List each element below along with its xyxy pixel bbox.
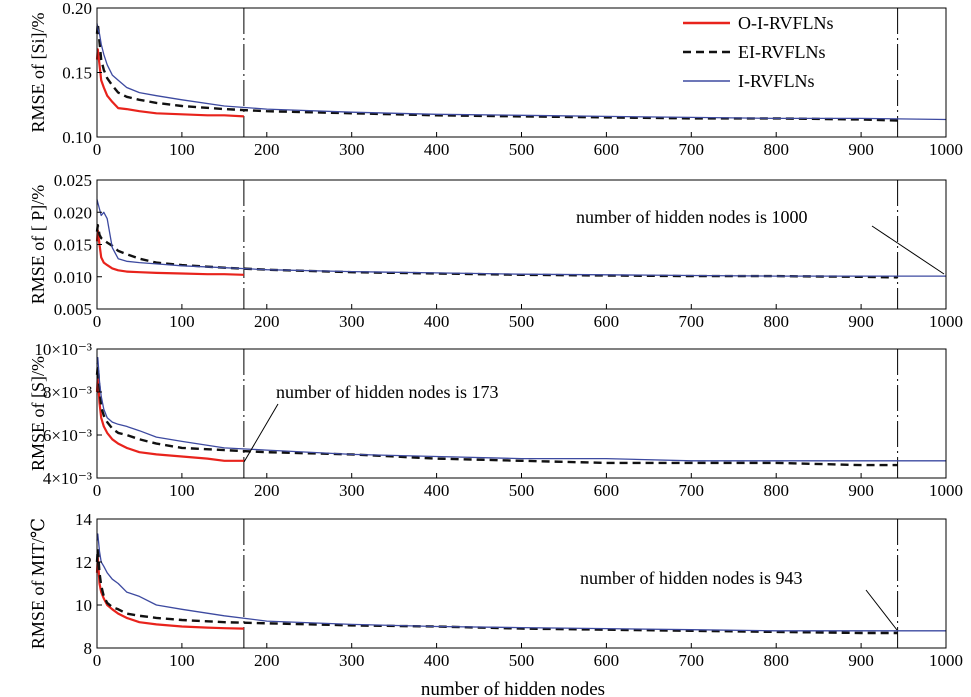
y-tick-label: 8×10⁻³ <box>43 383 92 402</box>
annotation-173: number of hidden nodes is 173 <box>243 382 498 463</box>
x-tick-label: 300 <box>339 312 365 331</box>
y-axis-label: RMSE of [S]/% <box>28 356 48 471</box>
series-ei <box>95 365 898 467</box>
x-tick-label: 400 <box>424 651 450 670</box>
x-tick-label: 300 <box>339 481 365 500</box>
x-tick-label: 500 <box>509 312 535 331</box>
x-tick-label: 0 <box>93 140 102 159</box>
annotation-943: number of hidden nodes is 943 <box>580 568 898 631</box>
x-tick-label: 300 <box>339 651 365 670</box>
x-tick-label: 100 <box>169 312 195 331</box>
legend: O-I-RVFLNs EI-RVFLNs I-RVFLNs <box>683 13 834 91</box>
annotation-173-leader <box>243 403 279 463</box>
x-tick-label: 100 <box>169 651 195 670</box>
x-tick-label: 700 <box>679 481 705 500</box>
y-tick-label: 8 <box>84 639 93 658</box>
x-tick-label: 500 <box>509 140 535 159</box>
series-ei <box>95 224 898 279</box>
x-tick-label: 200 <box>254 140 280 159</box>
y-tick-label: 10 <box>75 596 92 615</box>
x-tick-label: 500 <box>509 651 535 670</box>
x-tick-label: 800 <box>763 312 789 331</box>
x-tick-label: 600 <box>594 140 620 159</box>
y-tick-label: 0.025 <box>54 171 92 190</box>
legend-label-ei: EI-RVFLNs <box>738 42 826 62</box>
series-o <box>95 229 244 276</box>
panel-4: 0 100 200 300 400 500 600 700 800 900 1000 8 10 12 14 R… <box>28 510 963 670</box>
y-tick-label: 0.010 <box>54 268 92 287</box>
series-o <box>95 556 244 630</box>
y-tick-label: 10×10⁻³ <box>34 340 92 359</box>
x-tick-label: 600 <box>594 312 620 331</box>
legend-label-o: O-I-RVFLNs <box>738 13 834 33</box>
x-tick-label: 1000 <box>929 140 963 159</box>
legend-label-i: I-RVFLNs <box>738 71 815 91</box>
x-tick-label: 200 <box>254 312 280 331</box>
x-tick-label: 100 <box>169 481 195 500</box>
x-tick-label: 0 <box>93 481 102 500</box>
y-axis-label: RMSE of [ P]/% <box>28 185 48 305</box>
x-tick-label: 800 <box>763 140 789 159</box>
series-o <box>95 375 244 462</box>
x-tick-label: 200 <box>254 651 280 670</box>
x-tick-label: 800 <box>763 651 789 670</box>
y-tick-label: 0.005 <box>54 300 92 319</box>
x-tick-label: 900 <box>848 312 874 331</box>
panel-1: 0 100 200 300 400 500 600 700 800 900 1000 0.10 0.15… <box>28 0 963 159</box>
annotation-1000-leader <box>871 225 945 275</box>
x-tick-label: 300 <box>339 140 365 159</box>
series-ei <box>95 22 898 122</box>
annotation-1000-text: number of hidden nodes is 1000 <box>576 207 807 227</box>
x-tick-label: 700 <box>679 312 705 331</box>
x-tick-label: 700 <box>679 651 705 670</box>
y-tick-label: 12 <box>75 553 92 572</box>
y-tick-label: 14 <box>75 510 93 529</box>
series-ei <box>95 547 898 635</box>
annotation-173-text: number of hidden nodes is 173 <box>276 382 498 402</box>
x-tick-label: 800 <box>763 481 789 500</box>
y-axis-label: RMSE of MIT/℃ <box>28 518 48 649</box>
y-tick-label: 0.10 <box>62 128 92 147</box>
x-tick-label: 700 <box>679 140 705 159</box>
x-tick-label: 600 <box>594 481 620 500</box>
annotation-943-text: number of hidden nodes is 943 <box>580 568 802 588</box>
x-tick-label: 1000 <box>929 651 963 670</box>
series-i <box>96 199 946 277</box>
x-tick-label: 1000 <box>929 481 963 500</box>
annotation-943-leader <box>865 589 898 631</box>
x-tick-label: 100 <box>169 140 195 159</box>
annotation-1000: number of hidden nodes is 1000 <box>576 207 945 275</box>
x-tick-label: 900 <box>848 140 874 159</box>
x-tick-label: 0 <box>93 651 102 670</box>
x-tick-label: 200 <box>254 481 280 500</box>
series-i <box>96 533 946 632</box>
x-tick-label: 1000 <box>929 312 963 331</box>
x-tick-label: 600 <box>594 651 620 670</box>
y-tick-label: 6×10⁻³ <box>43 426 92 445</box>
y-tick-label: 0.15 <box>62 64 92 83</box>
y-tick-label: 0.020 <box>54 203 92 222</box>
x-tick-label: 900 <box>848 651 874 670</box>
y-tick-label: 4×10⁻³ <box>43 469 92 488</box>
y-tick-label: 0.20 <box>62 0 92 18</box>
x-tick-label: 0 <box>93 312 102 331</box>
panel-2: 0 100 200 300 400 500 600 700 800 900 1000 0.005 0.0… <box>28 171 963 331</box>
plot-frame <box>96 179 947 310</box>
y-tick-label: 0.015 <box>54 236 92 255</box>
series-i <box>96 23 947 121</box>
x-tick-label: 900 <box>848 481 874 500</box>
panel-3: 0 100 200 300 400 500 600 700 800 900 1000 4×10⁻³ 6×… <box>28 340 963 500</box>
x-axis-label: number of hidden nodes <box>421 679 605 697</box>
series-i <box>96 356 946 462</box>
x-tick-label: 400 <box>424 312 450 331</box>
series-o <box>95 48 244 118</box>
y-axis-label: RMSE of [Si]/% <box>28 12 48 132</box>
x-tick-label: 400 <box>424 481 450 500</box>
x-tick-label: 400 <box>424 140 450 159</box>
x-tick-label: 500 <box>509 481 535 500</box>
